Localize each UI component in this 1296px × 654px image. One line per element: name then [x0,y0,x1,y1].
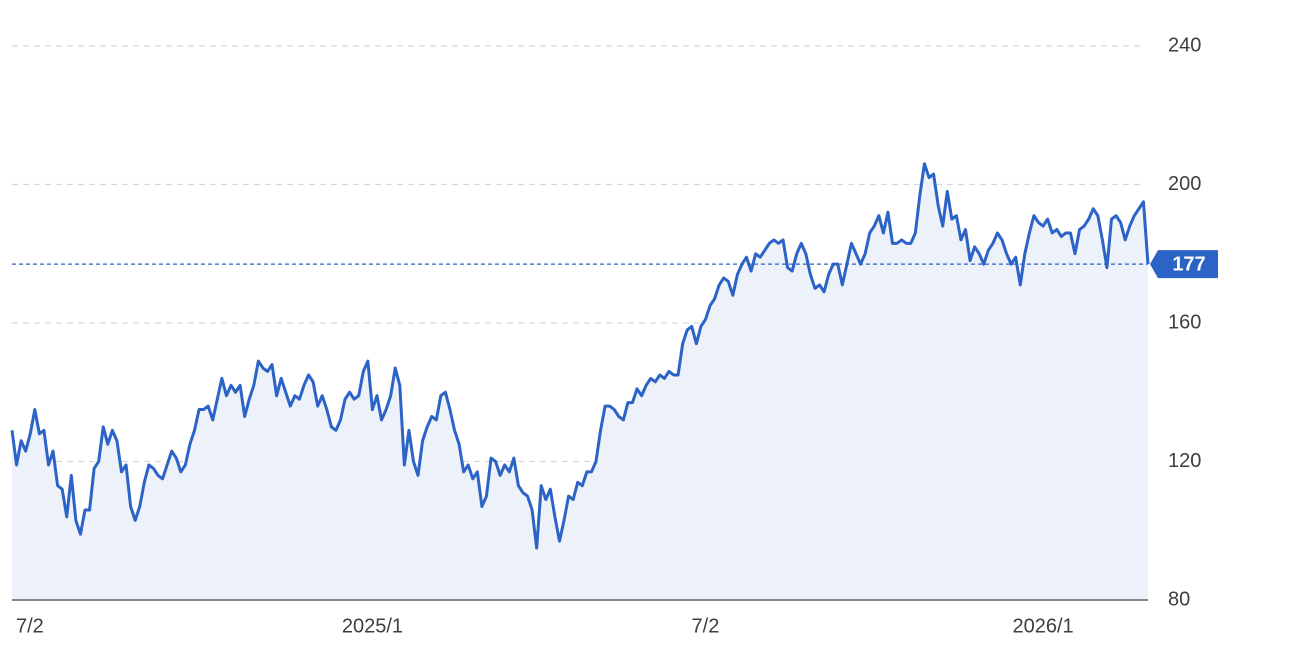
y-tick-label: 200 [1168,173,1201,195]
y-tick-label: 240 [1168,34,1201,56]
price-line [10,162,1150,550]
x-tick-label: 2026/1 [1012,615,1073,637]
x-tick-label: 2025/1 [342,615,403,637]
last-price-tag [1150,250,1218,279]
y-tick-label: 80 [1168,588,1190,610]
y-tick-label: 120 [1168,450,1201,472]
x-tick-label: 7/2 [16,615,44,637]
x-tick-label: 7/2 [692,615,720,637]
y-tick-label: 160 [1168,311,1201,333]
area-fill [12,163,1148,601]
last-price-label: 177 [1172,253,1205,275]
